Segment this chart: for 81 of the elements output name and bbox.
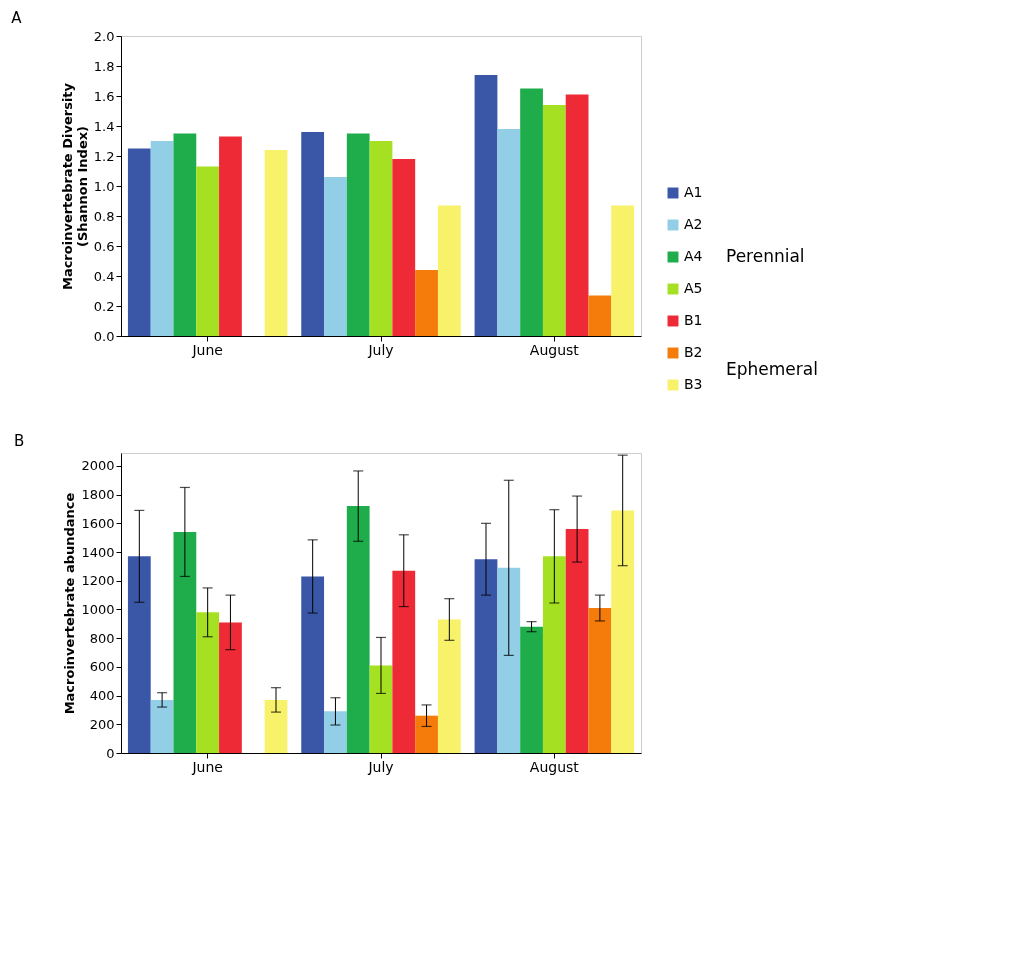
y-tick-label: 2.0 — [93, 28, 115, 44]
y-tick-label: 400 — [89, 688, 115, 704]
bar — [196, 166, 220, 336]
bar — [542, 556, 566, 753]
bar — [588, 295, 612, 336]
bar — [369, 141, 393, 336]
chart-title: B — [13, 432, 25, 450]
x-tick-label: July — [367, 341, 394, 358]
y-tick-label: 0.2 — [93, 298, 115, 314]
bar — [264, 699, 288, 753]
y-tick-label: 0.0 — [93, 328, 115, 344]
text: Perennial — [726, 246, 805, 266]
x-tick-label: August — [529, 758, 580, 775]
y-axis-title: Macroinvertebrate abundance — [62, 492, 78, 715]
y-tick-label: 1.4 — [93, 118, 115, 134]
bar — [565, 94, 589, 336]
y-tick-label: 600 — [89, 659, 115, 675]
bar — [324, 177, 347, 336]
y-tick-label: 0.6 — [93, 238, 115, 254]
y-tick-label: 800 — [89, 630, 115, 646]
bar — [219, 622, 242, 753]
y-tick-label: 1000 — [81, 601, 115, 617]
bar — [127, 556, 151, 753]
legend-label: B2 — [684, 344, 703, 360]
bar — [173, 133, 197, 336]
bar — [588, 608, 612, 753]
bar — [474, 75, 498, 336]
bar — [173, 531, 197, 753]
bar — [474, 559, 498, 753]
bar — [520, 626, 543, 753]
y-tick-label: 1.6 — [93, 88, 115, 104]
bar — [301, 576, 325, 753]
bar — [219, 136, 242, 336]
text: Ephemeral — [726, 359, 818, 379]
bar — [415, 270, 438, 336]
y-tick-label: 1.2 — [93, 148, 115, 164]
y-tick-label: 1600 — [81, 515, 115, 531]
bar — [497, 567, 521, 753]
bar — [542, 105, 566, 336]
bar — [346, 506, 370, 753]
y-tick-label: 0.4 — [93, 268, 115, 284]
legend-label: B1 — [684, 312, 703, 328]
y-tick-label: 1800 — [81, 487, 115, 503]
bar — [264, 150, 288, 336]
bar — [497, 129, 521, 336]
legend-label: B3 — [684, 376, 703, 392]
bar — [369, 665, 393, 753]
bar — [127, 148, 151, 336]
bar — [611, 205, 635, 336]
bar — [324, 711, 347, 753]
bar — [150, 699, 174, 753]
y-tick-label: 1400 — [81, 544, 115, 560]
y-tick-label: 1200 — [81, 573, 115, 589]
legend-label: A1 — [684, 184, 703, 200]
bar — [346, 133, 370, 336]
legend-label: A2 — [684, 216, 703, 232]
bar — [392, 159, 416, 336]
bar — [565, 529, 589, 753]
x-tick-label: July — [367, 758, 394, 775]
x-tick-label: June — [191, 758, 223, 775]
legend-label: A4 — [684, 248, 703, 264]
bar — [437, 205, 461, 336]
bar — [301, 132, 325, 336]
chart-title: A — [11, 9, 23, 27]
bar — [196, 612, 220, 753]
bar — [392, 570, 416, 753]
y-axis-title: Macroinvertebrate Diversity (Shannon Index) — [59, 82, 90, 291]
y-tick-label: 1.8 — [93, 58, 115, 74]
x-tick-label: August — [529, 341, 580, 358]
y-tick-label: 2000 — [81, 458, 115, 474]
bar — [520, 88, 543, 336]
bar — [150, 141, 174, 336]
y-tick-label: 0 — [106, 745, 115, 761]
legend-label: A5 — [684, 280, 703, 296]
bar — [415, 715, 438, 753]
bar — [611, 510, 635, 753]
bar — [437, 619, 461, 753]
y-tick-label: 0.8 — [93, 208, 115, 224]
y-tick-label: 1.0 — [93, 178, 115, 194]
x-tick-label: June — [191, 341, 223, 358]
y-tick-label: 200 — [89, 716, 115, 732]
